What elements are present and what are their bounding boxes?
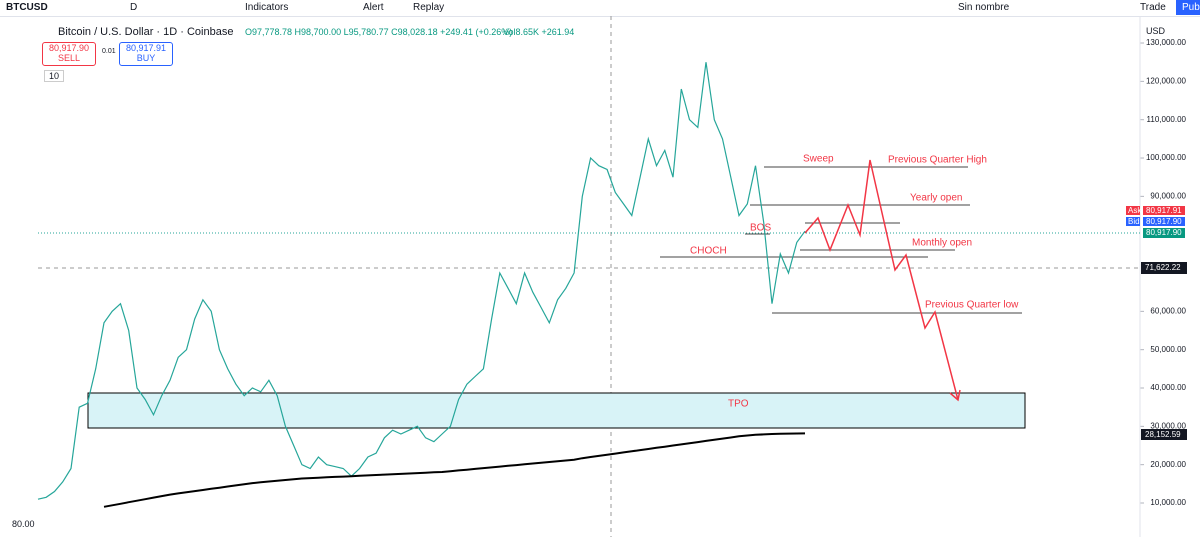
y-tick-label: 10,000.00 <box>1150 498 1186 507</box>
y-tick-label: 30,000.00 <box>1150 421 1186 430</box>
legend-ohlc: O97,778.78 H98,700.00 L95,780.77 C98,028… <box>245 27 513 37</box>
toolbar: BTCUSD D Indicators Alert Replay Sin nom… <box>0 0 1200 17</box>
sell-label: SELL <box>57 53 81 63</box>
tag <box>1143 228 1185 238</box>
y-tick-label: 40,000.00 <box>1150 383 1186 392</box>
ask: 80,917.91 <box>1146 206 1182 215</box>
replay[interactable]: Replay <box>413 2 445 13</box>
series-line <box>37 62 806 500</box>
tag <box>1143 217 1185 226</box>
annotation: Yearly open <box>910 193 962 204</box>
y-tick-label: 20,000.00 <box>1150 460 1186 469</box>
y-tick-label: 90,000.00 <box>1150 191 1186 200</box>
last-price: 80,917.90 <box>1146 228 1182 237</box>
sell-button[interactable]: 80,917.90 SELL <box>42 42 96 66</box>
annotation: CHOCH <box>690 246 727 257</box>
price-tags: Ask 80,917.91 Bid 80,917.90 80,917.90 71… <box>1126 206 1187 440</box>
bid: 80,917.90 <box>1146 217 1182 226</box>
sell-price: 80,917.90 <box>48 43 90 53</box>
bottom-label: 80.00 <box>12 519 35 529</box>
y-tick-label: 60,000.00 <box>1150 306 1186 315</box>
legend-volume: Vol8.65K +261.94 <box>503 27 575 37</box>
publish[interactable]: Pub <box>1176 0 1200 15</box>
tag <box>1126 206 1140 215</box>
projection-path <box>804 159 961 402</box>
annotation: Sweep <box>803 154 834 165</box>
tag <box>1141 429 1187 440</box>
levels <box>660 166 1022 314</box>
crosshair-price: 71,622.22 <box>1145 263 1181 272</box>
trade[interactable]: Trade <box>1140 2 1166 13</box>
symbol[interactable]: BTCUSD <box>6 2 48 13</box>
alert[interactable]: Alert <box>363 2 384 13</box>
y-tick-label: 50,000.00 <box>1150 345 1186 354</box>
annotation: BOS <box>750 223 771 234</box>
buy-price: 80,917.91 <box>125 43 167 53</box>
buy-button[interactable]: 80,917.91 BUY <box>119 42 173 66</box>
currency[interactable]: USD <box>1146 26 1166 36</box>
interval[interactable]: D <box>130 2 138 13</box>
tag <box>1143 206 1185 215</box>
annotation: TPO <box>728 399 749 410</box>
annotation: Previous Quarter low <box>925 300 1019 311</box>
y-tick-label: 130,000.00 <box>1146 38 1187 47</box>
layout-name[interactable]: Sin nombre <box>958 2 1010 13</box>
tag <box>1141 262 1187 274</box>
tpo-zone <box>87 392 1026 429</box>
indicator-count[interactable]: 10 <box>44 70 65 82</box>
annotations: Sweep Previous Quarter High Yearly open … <box>690 154 1019 410</box>
buy-label: BUY <box>136 53 156 63</box>
indicators[interactable]: Indicators <box>245 2 289 13</box>
annotation: Monthly open <box>912 238 972 249</box>
bid-label: Bid <box>1128 217 1140 226</box>
y-tick-label: 100,000.00 <box>1146 153 1187 162</box>
legend-title: Bitcoin / U.S. Dollar · 1D · Coinbase <box>58 26 234 38</box>
series-line <box>103 432 806 508</box>
quantity: 0.01 <box>102 48 116 55</box>
ask-label: Ask <box>1128 206 1142 215</box>
tag <box>1126 217 1140 226</box>
y-tick-label: 110,000.00 <box>1147 115 1187 124</box>
annotation: Previous Quarter High <box>888 155 987 166</box>
y-tick-label: 120,000.00 <box>1146 76 1187 85</box>
ma-price: 28,152.59 <box>1145 430 1181 439</box>
